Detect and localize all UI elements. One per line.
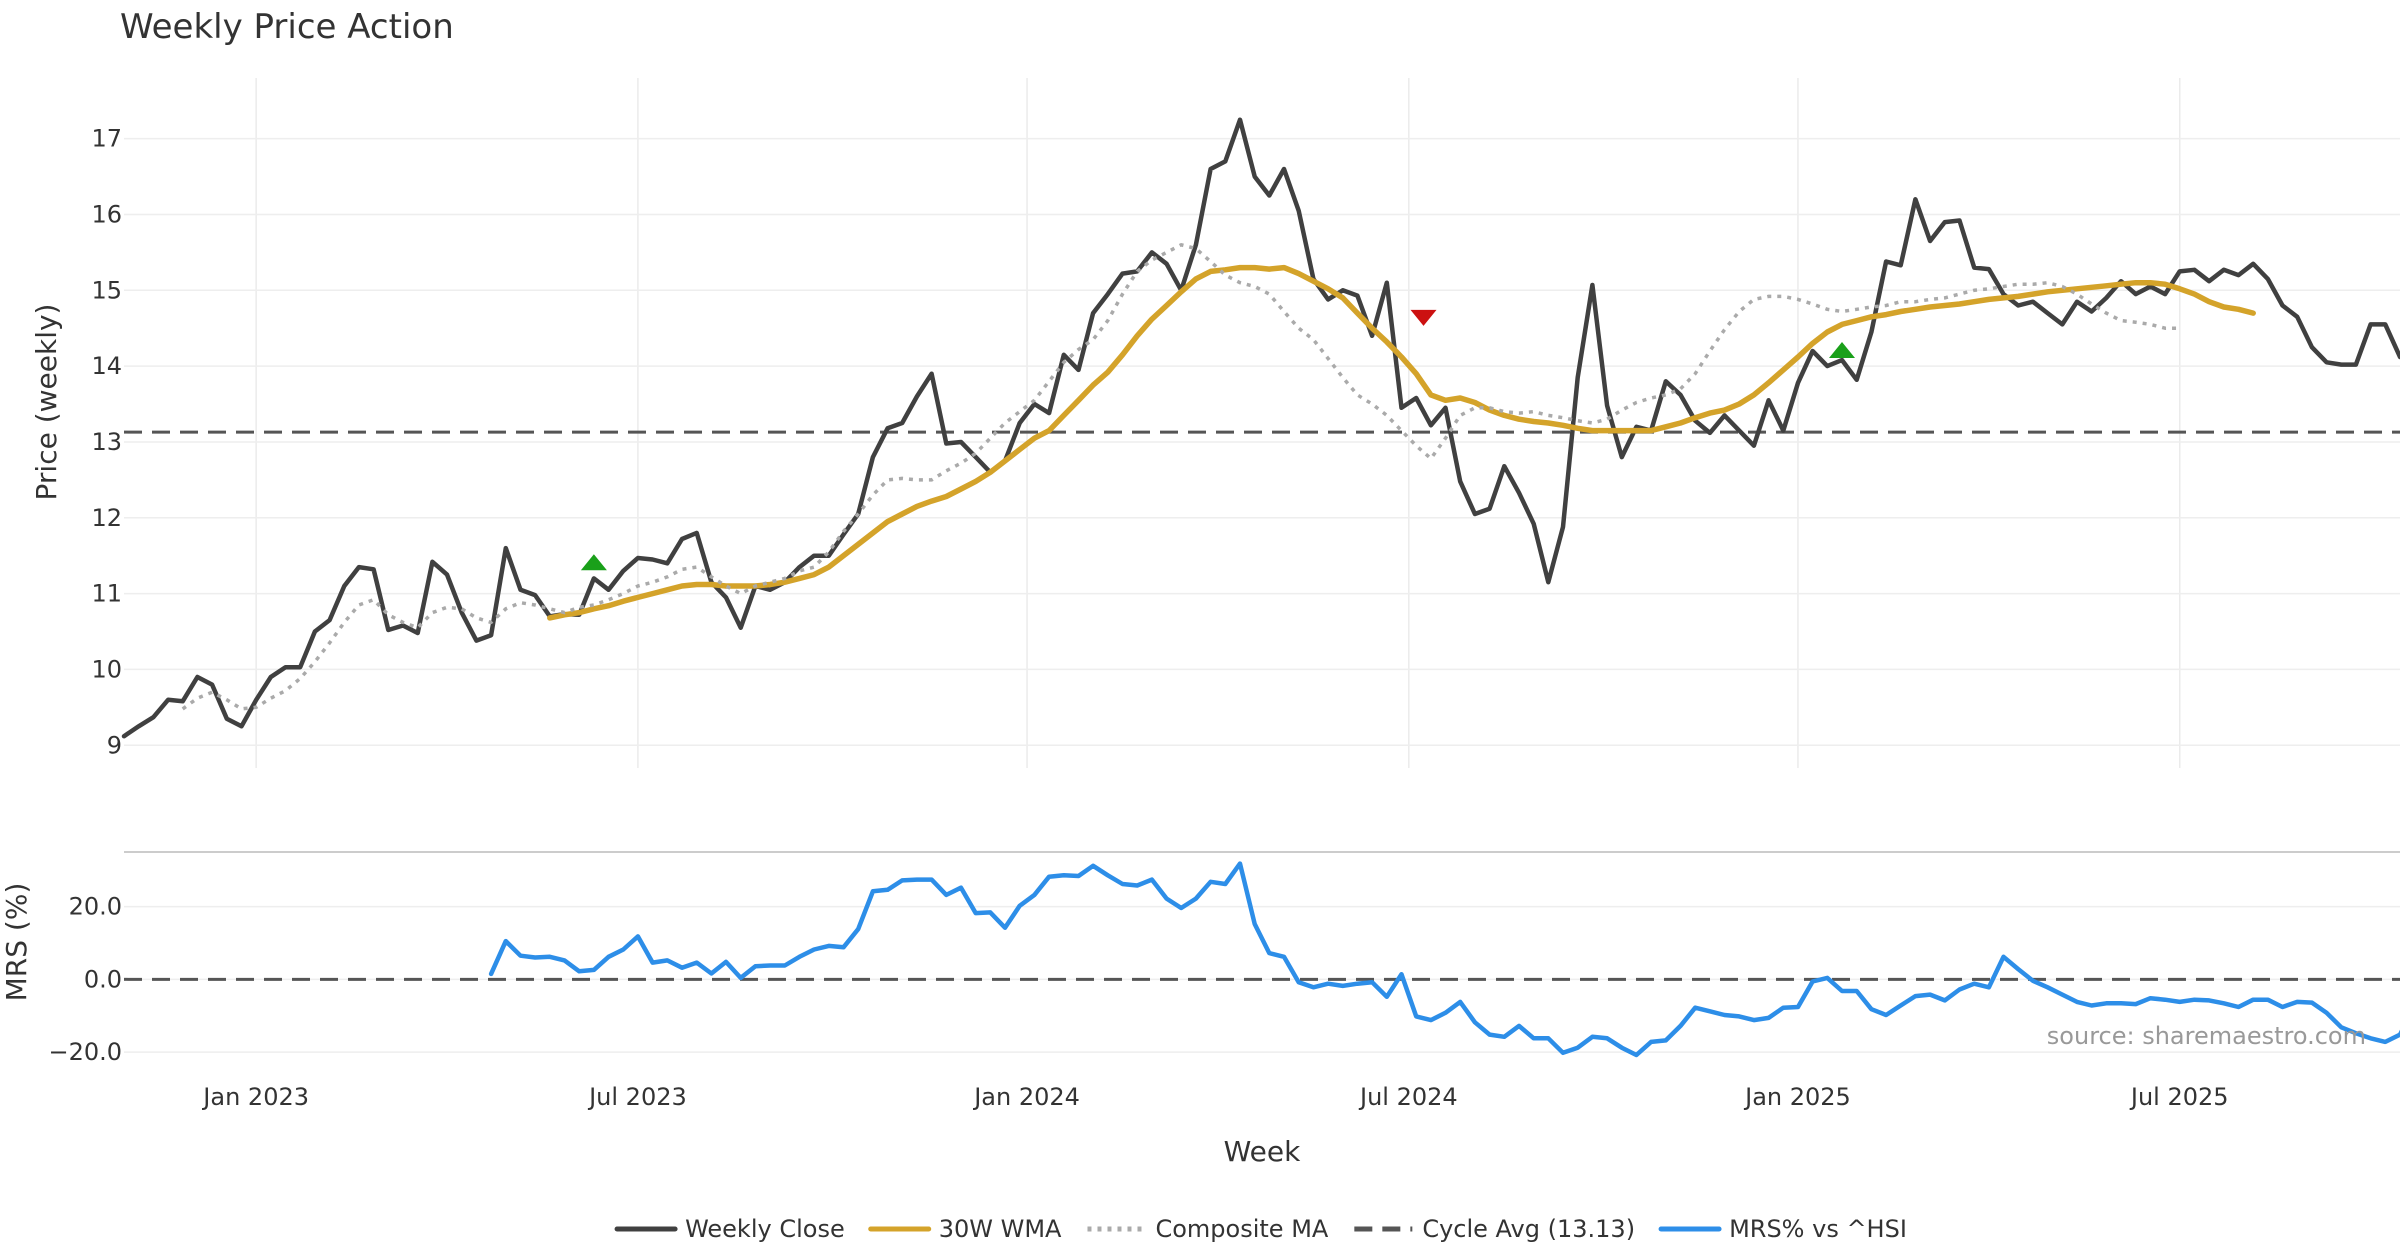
price-series xyxy=(121,117,2400,739)
x-tick-label-jul-2023: Jul 2023 xyxy=(587,1083,687,1111)
mrs-y-tick-label: −20.0 xyxy=(48,1038,122,1066)
x-tick-label-jan-2025: Jan 2025 xyxy=(1743,1083,1851,1111)
mrs-y-ticks: 20.0 0.0 −20.0 xyxy=(48,893,122,1067)
price-panel: 9 10 11 12 13 14 15 16 17 xyxy=(91,78,2400,768)
price-y-tick-label: 16 xyxy=(91,200,122,228)
mrs-y-tick-label: 0.0 xyxy=(84,965,122,993)
legend-label-30w-wma: 30W WMA xyxy=(939,1215,1062,1243)
legend-label-cycle-avg-13-13: Cycle Avg (13.13) xyxy=(1422,1215,1635,1243)
x-tick-label-jan-2023: Jan 2023 xyxy=(201,1083,309,1111)
mrs-panel: 20.0 0.0 −20.0 xyxy=(48,851,2400,1067)
legend-label-mrs-vs-hsi: MRS% vs ^HSI xyxy=(1729,1215,1907,1243)
chart-title: Weekly Price Action xyxy=(120,7,454,47)
mrs-series xyxy=(124,861,2400,1058)
price-y-tick-label: 17 xyxy=(91,125,122,153)
x-axis-label: Week xyxy=(1224,1135,1301,1168)
price-y-tick-label: 15 xyxy=(91,276,122,304)
price-y-tick-label: 14 xyxy=(91,352,122,380)
legend-label-weekly-close: Weekly Close xyxy=(685,1215,845,1243)
series-30w-wma xyxy=(547,264,2256,621)
price-y-tick-label: 9 xyxy=(107,731,122,759)
price-y-tick-label: 13 xyxy=(91,428,122,456)
price-y-tick-label: 11 xyxy=(91,580,122,608)
price-y-ticks: 9 10 11 12 13 14 15 16 17 xyxy=(91,125,122,760)
series-composite-ma xyxy=(181,243,2180,711)
mrs-y-tick-label: 20.0 xyxy=(69,893,122,921)
source-annotation: source: sharemaestro.com xyxy=(2047,1022,2366,1050)
legend: Weekly Close 30W WMA Composite MA Cycle Avg… xyxy=(614,1215,1907,1243)
x-ticks: Jan 2023 Jul 2023 Jan 2024 Jul 2024 Jan 2025… xyxy=(201,1083,2228,1111)
sell-signal-marker xyxy=(1410,309,1437,326)
x-tick-label-jul-2025: Jul 2025 xyxy=(2129,1083,2229,1111)
x-tick-label-jul-2024: Jul 2024 xyxy=(1358,1083,1458,1111)
signal-markers xyxy=(580,309,1856,571)
x-tick-label-jan-2024: Jan 2024 xyxy=(972,1083,1080,1111)
buy-signal-marker xyxy=(580,554,607,571)
series-mrs-vs-hsi xyxy=(488,861,2400,1058)
price-y-tick-label: 10 xyxy=(91,655,122,683)
price-y-axis-label: Price (weekly) xyxy=(30,304,63,501)
series-weekly-close xyxy=(121,117,2400,739)
price-y-tick-label: 12 xyxy=(91,504,122,532)
price-gridlines xyxy=(124,78,2400,768)
mrs-y-axis-label: MRS (%) xyxy=(0,883,33,1002)
legend-label-composite-ma: Composite MA xyxy=(1155,1215,1328,1243)
buy-signal-marker xyxy=(1829,341,1856,358)
